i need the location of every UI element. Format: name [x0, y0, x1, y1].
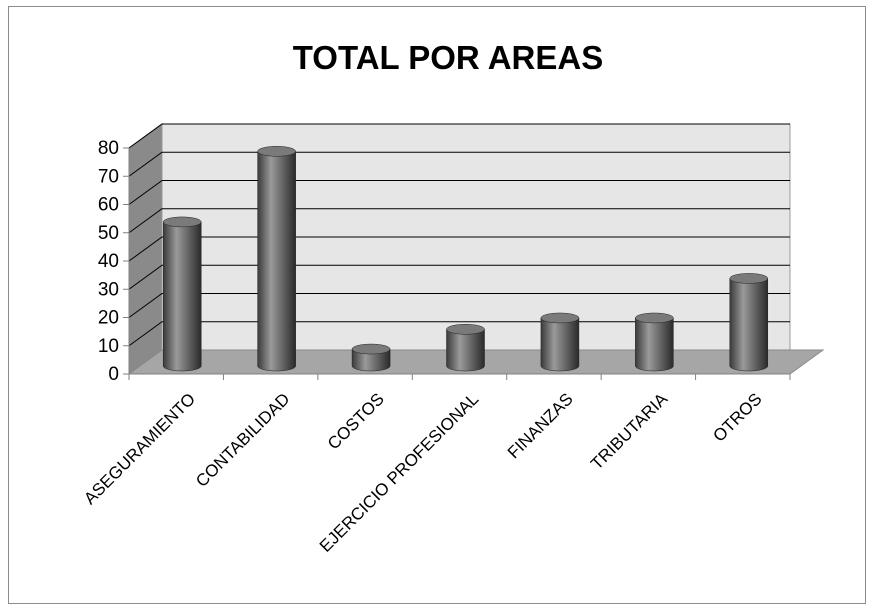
y-tick-label: 60 [98, 195, 119, 216]
bar [257, 151, 296, 372]
x-tick-label: EJERCICIO PROFESIONAL [316, 389, 482, 555]
gridline [128, 236, 790, 262]
gridline [128, 151, 790, 177]
y-tick-label: 30 [98, 279, 119, 300]
chart-area: TOTAL POR AREAS 0 10 20 30 40 50 60 70 80 ASEGURA… [8, 6, 866, 604]
y-tick-label: 10 [98, 336, 119, 357]
bar [162, 221, 202, 372]
bar-top [257, 146, 296, 157]
bar [446, 329, 485, 372]
x-tick-label: TRIBUTARIA [587, 389, 671, 473]
bar-top [446, 324, 485, 335]
bar [729, 278, 769, 372]
bar [635, 317, 674, 372]
y-tick-label: 80 [98, 138, 119, 159]
y-tick-label: 40 [98, 251, 119, 272]
gridline [128, 264, 790, 290]
y-tick-label: 50 [98, 223, 119, 244]
chart-title: TOTAL POR AREAS [293, 39, 603, 76]
gridline [128, 321, 790, 347]
x-tick-label: OTROS [709, 389, 765, 445]
y-tick-label: 70 [98, 166, 119, 187]
x-tick-label: ASEGURAMIENTO [80, 389, 199, 508]
bar-chart: TOTAL POR AREAS 0 10 20 30 40 50 60 70 80 ASEGURA… [80, 39, 825, 556]
y-tick-label: 20 [98, 308, 119, 329]
gridline [128, 208, 790, 234]
bar [540, 317, 580, 372]
gridline [128, 123, 790, 149]
x-tick-label: CONTABILIDAD [192, 389, 293, 490]
x-tick-label: FINANZAS [504, 389, 577, 462]
x-tick-label: COSTOS [324, 389, 388, 453]
bar [351, 348, 391, 372]
bar-top [729, 273, 769, 284]
y-tick-label: 0 [108, 364, 119, 385]
gridline [128, 180, 790, 205]
plot-area: 0 10 20 30 40 50 60 70 80 ASEGURAMIENTOCONTABILID… [80, 123, 825, 556]
gridline [128, 293, 790, 318]
bar-top [635, 312, 674, 324]
bar-top [351, 343, 391, 355]
bar-top [162, 216, 202, 228]
bar-top [540, 312, 580, 324]
